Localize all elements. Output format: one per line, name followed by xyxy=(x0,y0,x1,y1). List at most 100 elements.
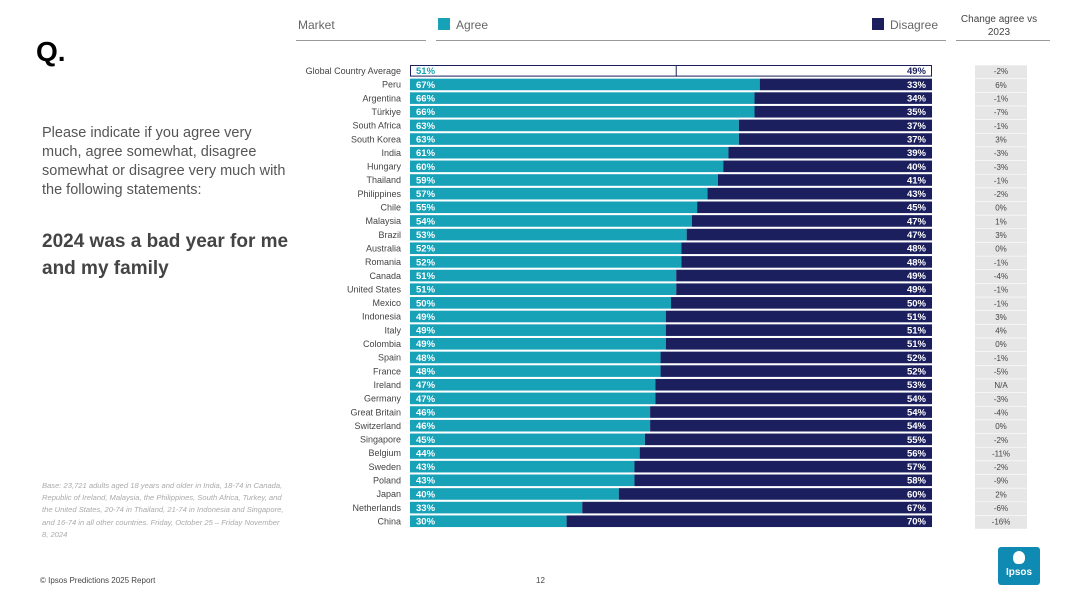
change-value-label: -2% xyxy=(994,67,1008,76)
legend-agree-swatch xyxy=(438,18,450,30)
change-cell xyxy=(975,160,1027,174)
market-label: India xyxy=(381,148,401,158)
change-value-label: -9% xyxy=(994,477,1008,486)
footer-source: © Ipsos Predictions 2025 Report xyxy=(40,576,156,585)
disagree-value-label: 51% xyxy=(907,326,927,337)
agree-bar xyxy=(410,78,760,91)
disagree-bar xyxy=(655,392,932,405)
disagree-value-label: 54% xyxy=(907,394,927,405)
market-label: France xyxy=(373,366,401,376)
agree-value-label: 43% xyxy=(416,476,436,487)
disagree-value-label: 58% xyxy=(907,476,927,487)
disagree-bar xyxy=(671,297,932,309)
header-change: Change agree vs 2023 xyxy=(960,14,1038,38)
disagree-bar xyxy=(639,447,932,459)
market-label: Mexico xyxy=(372,298,401,308)
disagree-value-label: 48% xyxy=(907,244,927,255)
change-value-label: 0% xyxy=(995,422,1007,431)
question-marker: Q. xyxy=(36,36,66,67)
change-cell xyxy=(975,78,1027,92)
agree-value-label: 51% xyxy=(416,271,436,282)
disagree-bar xyxy=(665,310,932,323)
disagree-bar xyxy=(754,92,932,104)
agree-bar xyxy=(410,419,651,432)
disagree-bar xyxy=(618,488,932,500)
header-rule-chart xyxy=(436,40,946,41)
disagree-bar xyxy=(665,338,932,350)
market-label: Thailand xyxy=(366,175,401,185)
change-value-label: 3% xyxy=(995,135,1007,144)
agree-bar xyxy=(410,501,583,514)
change-cell xyxy=(975,338,1027,352)
agree-bar xyxy=(410,256,682,268)
disagree-value-label: 37% xyxy=(907,121,927,132)
change-cell xyxy=(975,242,1027,256)
market-label: Italy xyxy=(384,325,401,335)
base-note: Base: 23,721 adults aged 18 years and ol… xyxy=(42,481,284,539)
market-label: Netherlands xyxy=(352,503,401,513)
change-value-label: 0% xyxy=(995,245,1007,254)
agree-value-label: 46% xyxy=(416,407,436,418)
agree-bar xyxy=(410,351,661,364)
agree-value-label: 44% xyxy=(416,448,436,459)
header-rule-change xyxy=(956,40,1050,41)
agree-value-label: 49% xyxy=(416,326,436,337)
disagree-bar xyxy=(582,501,932,514)
agree-bar xyxy=(410,392,656,405)
change-value-label: N/A xyxy=(994,381,1008,390)
change-cell xyxy=(975,420,1027,434)
market-label: Indonesia xyxy=(362,312,401,322)
disagree-value-label: 43% xyxy=(907,189,927,200)
disagree-value-label: 34% xyxy=(907,94,927,105)
agree-value-label: 52% xyxy=(416,244,436,255)
change-value-label: -6% xyxy=(994,504,1008,513)
market-label: Hungary xyxy=(367,162,402,172)
change-value-label: 6% xyxy=(995,81,1007,90)
disagree-bar xyxy=(660,365,932,377)
disagree-value-label: 56% xyxy=(907,448,927,459)
disagree-value-label: 49% xyxy=(907,285,927,296)
disagree-value-label: 48% xyxy=(907,257,927,268)
change-cell xyxy=(975,229,1027,243)
agree-bar xyxy=(410,201,698,214)
change-value-label: 3% xyxy=(995,313,1007,322)
global-bar-outline xyxy=(410,65,932,77)
agree-bar xyxy=(410,174,718,186)
agree-bar xyxy=(410,297,671,309)
change-value-label: -1% xyxy=(994,286,1008,295)
page-number: 12 xyxy=(536,576,545,585)
legend-disagree-swatch xyxy=(872,18,884,30)
market-label: Sweden xyxy=(368,462,401,472)
agree-bar xyxy=(410,215,692,227)
market-label: South Korea xyxy=(351,134,401,144)
disagree-value-label: 51% xyxy=(907,312,927,323)
change-value-label: -2% xyxy=(994,190,1008,199)
change-cell xyxy=(975,324,1027,338)
agree-value-label: 63% xyxy=(416,121,436,132)
change-cell xyxy=(975,515,1027,529)
agree-value-label: 47% xyxy=(416,380,436,391)
agree-bar xyxy=(410,406,651,418)
change-cell xyxy=(975,351,1027,365)
agree-bar xyxy=(410,187,708,200)
agree-bar xyxy=(410,242,682,255)
disagree-value-label: 67% xyxy=(907,503,927,514)
change-cell xyxy=(975,174,1027,188)
disagree-bar xyxy=(707,187,932,200)
agree-value-label: 57% xyxy=(416,189,436,200)
agree-bar xyxy=(410,338,666,350)
disagree-bar xyxy=(691,215,932,227)
agree-value-label: 51% xyxy=(416,66,436,77)
disagree-bar xyxy=(650,419,932,432)
ipsos-logo-text: Ipsos xyxy=(1005,567,1033,578)
disagree-value-label: 40% xyxy=(907,162,927,173)
legend-agree-label: Agree xyxy=(456,18,489,32)
agree-value-label: 40% xyxy=(416,489,436,500)
change-cell xyxy=(975,447,1027,461)
market-label: Australia xyxy=(366,243,401,253)
header-rule-market xyxy=(296,40,426,41)
change-value-label: -1% xyxy=(994,176,1008,185)
change-value-label: 3% xyxy=(995,231,1007,240)
change-cell xyxy=(975,433,1027,447)
